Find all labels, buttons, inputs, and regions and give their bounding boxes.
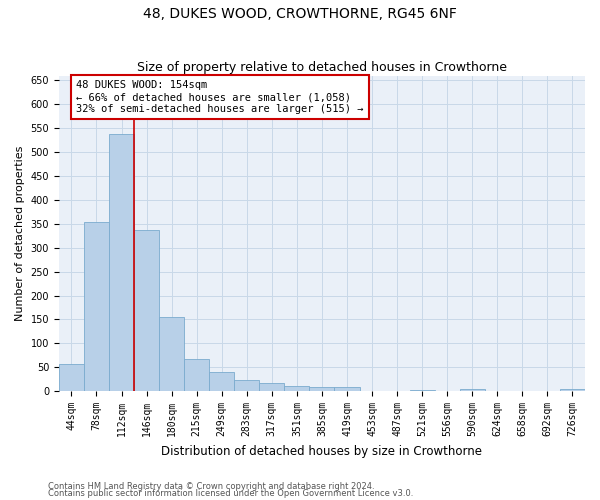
Text: 48, DUKES WOOD, CROWTHORNE, RG45 6NF: 48, DUKES WOOD, CROWTHORNE, RG45 6NF xyxy=(143,8,457,22)
Bar xyxy=(310,388,334,391)
Bar xyxy=(109,134,134,391)
Bar xyxy=(460,390,485,391)
Bar xyxy=(410,390,434,391)
X-axis label: Distribution of detached houses by size in Crowthorne: Distribution of detached houses by size … xyxy=(161,444,482,458)
Bar xyxy=(334,388,359,391)
Text: Contains HM Land Registry data © Crown copyright and database right 2024.: Contains HM Land Registry data © Crown c… xyxy=(48,482,374,491)
Bar xyxy=(234,380,259,391)
Y-axis label: Number of detached properties: Number of detached properties xyxy=(15,146,25,321)
Title: Size of property relative to detached houses in Crowthorne: Size of property relative to detached ho… xyxy=(137,62,507,74)
Bar xyxy=(209,372,234,391)
Bar xyxy=(159,317,184,391)
Text: Contains public sector information licensed under the Open Government Licence v3: Contains public sector information licen… xyxy=(48,489,413,498)
Bar xyxy=(59,364,84,391)
Text: 48 DUKES WOOD: 154sqm
← 66% of detached houses are smaller (1,058)
32% of semi-d: 48 DUKES WOOD: 154sqm ← 66% of detached … xyxy=(76,80,364,114)
Bar xyxy=(84,222,109,391)
Bar xyxy=(284,386,310,391)
Bar xyxy=(134,230,159,391)
Bar xyxy=(259,382,284,391)
Bar xyxy=(560,390,585,391)
Bar xyxy=(184,358,209,391)
